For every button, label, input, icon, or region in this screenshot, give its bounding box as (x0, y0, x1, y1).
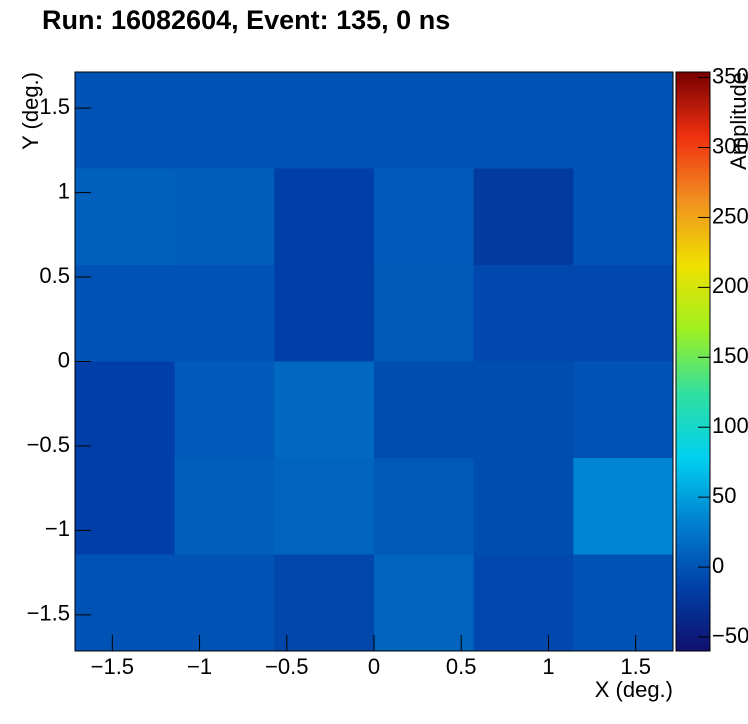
colorbar-tick-label: 200 (712, 273, 748, 298)
heatmap-cell (75, 265, 176, 362)
heatmap-cell (274, 361, 375, 459)
heatmap-cell (573, 265, 674, 362)
heatmap-cell (75, 168, 176, 266)
colorbar-tick-label: 250 (712, 203, 748, 228)
colorbar-tick-label: 0 (712, 553, 724, 578)
x-axis-label: X (deg.) (595, 677, 673, 702)
heatmap-cell (174, 72, 275, 169)
heatmap-cell (374, 361, 475, 459)
heatmap-cell (75, 554, 176, 652)
heatmap-cell (174, 554, 275, 652)
heatmap-cell (274, 458, 375, 555)
heatmap-cell (473, 72, 574, 169)
colorbar-tick-label: 100 (712, 413, 748, 438)
y-tick-label: −0.5 (27, 432, 70, 457)
heatmap-cell (75, 361, 176, 459)
heatmap-cell (473, 554, 574, 652)
heatmap-cell (75, 458, 176, 555)
heatmap-cell (274, 72, 375, 169)
x-tick-label: −1 (187, 654, 212, 679)
chart-title: Run: 16082604, Event: 135, 0 ns (42, 5, 450, 35)
colorbar-label: Amplitude (726, 72, 748, 170)
y-tick-label: 1.5 (39, 94, 70, 119)
y-axis-label: Y (deg.) (18, 72, 43, 150)
x-tick-label: 0.5 (446, 654, 477, 679)
colorbar-tick-label: 300 (712, 133, 748, 158)
heatmap-cell (473, 361, 574, 459)
y-tick-label: −1 (45, 516, 70, 541)
heatmap-cell (374, 554, 475, 652)
heatmap-cell (573, 72, 674, 169)
y-tick-label: 1 (58, 178, 70, 203)
colorbar-tick-label: 350 (712, 63, 748, 88)
heatmap-cell (374, 265, 475, 362)
heatmap-cell (374, 168, 475, 266)
colorbar-tick-label: 50 (712, 483, 736, 508)
heatmap-cell (274, 168, 375, 266)
y-tick-label: 0 (58, 347, 70, 372)
x-tick-label: 1.5 (620, 654, 651, 679)
colorbar-tick-label: 150 (712, 343, 748, 368)
colorbar-tick-label: −50 (712, 623, 748, 648)
heatmap-cell (274, 554, 375, 652)
y-tick-label: −1.5 (27, 601, 70, 626)
heatmap-cell (174, 265, 275, 362)
heatmap-cell (473, 458, 574, 555)
heatmap-cell (174, 168, 275, 266)
x-tick-label: 0 (368, 654, 380, 679)
x-tick-label: −0.5 (265, 654, 308, 679)
heatmap-cell (473, 168, 574, 266)
y-tick-label: 0.5 (39, 263, 70, 288)
heatmap-cell (374, 458, 475, 555)
heatmap-cell (274, 265, 375, 362)
heatmap-cell (573, 361, 674, 459)
heatmap-cell (75, 72, 176, 169)
heatmap-cell (573, 554, 674, 652)
x-tick-label: −1.5 (91, 654, 134, 679)
heatmap-cell (573, 168, 674, 266)
heatmap-cell (473, 265, 574, 362)
heatmap-cell (174, 361, 275, 459)
heatmap-cell (573, 458, 674, 555)
heatmap-cell (174, 458, 275, 555)
heatmap-cell (374, 72, 475, 169)
colorbar (675, 71, 711, 652)
x-tick-label: 1 (542, 654, 554, 679)
